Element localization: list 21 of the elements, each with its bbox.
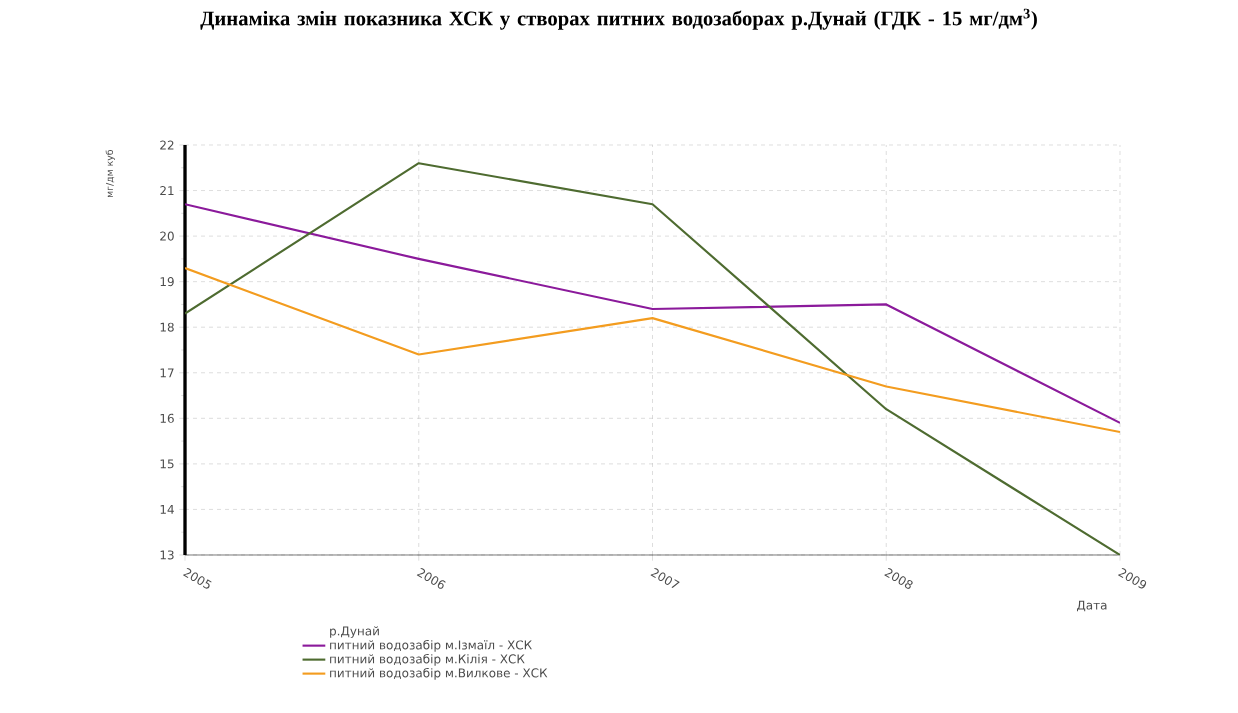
chart-title: Динаміка змін показника ХСК у створах питних водозаборах р.Дунай (ГДК - 15 мг/дм$^{3}$) xyxy=(200,8,1037,30)
x-axis-title: Дата xyxy=(1077,600,1107,612)
y-tick-label: 13 xyxy=(160,550,174,560)
y-tick-label: 22 xyxy=(160,140,174,150)
x-tick-label: 2007 xyxy=(650,568,680,588)
y-axis-title: мг/дм куб xyxy=(105,149,115,198)
line-series xyxy=(185,203,1120,424)
y-tick-label: 20 xyxy=(160,231,174,241)
legend-title: р.Дунай xyxy=(330,626,379,638)
y-tick-label: 15 xyxy=(160,459,174,469)
y-tick-label: 21 xyxy=(160,186,174,196)
y-tick-label: 18 xyxy=(160,322,174,332)
y-tick-label: 19 xyxy=(160,277,174,287)
y-tick-label: 14 xyxy=(160,505,174,514)
legend-label: питний водозабір м.Вилкове - ХСК xyxy=(330,667,548,680)
legend-label: питний водозабір м.Кілія - ХСК xyxy=(330,653,525,666)
y-tick-label: 16 xyxy=(160,413,174,423)
legend-label: питний водозабір м.Ізмаїл - ХСК xyxy=(330,639,532,652)
line-series xyxy=(185,162,1120,555)
line-series xyxy=(185,266,1120,434)
y-tick-label: 17 xyxy=(160,368,174,378)
